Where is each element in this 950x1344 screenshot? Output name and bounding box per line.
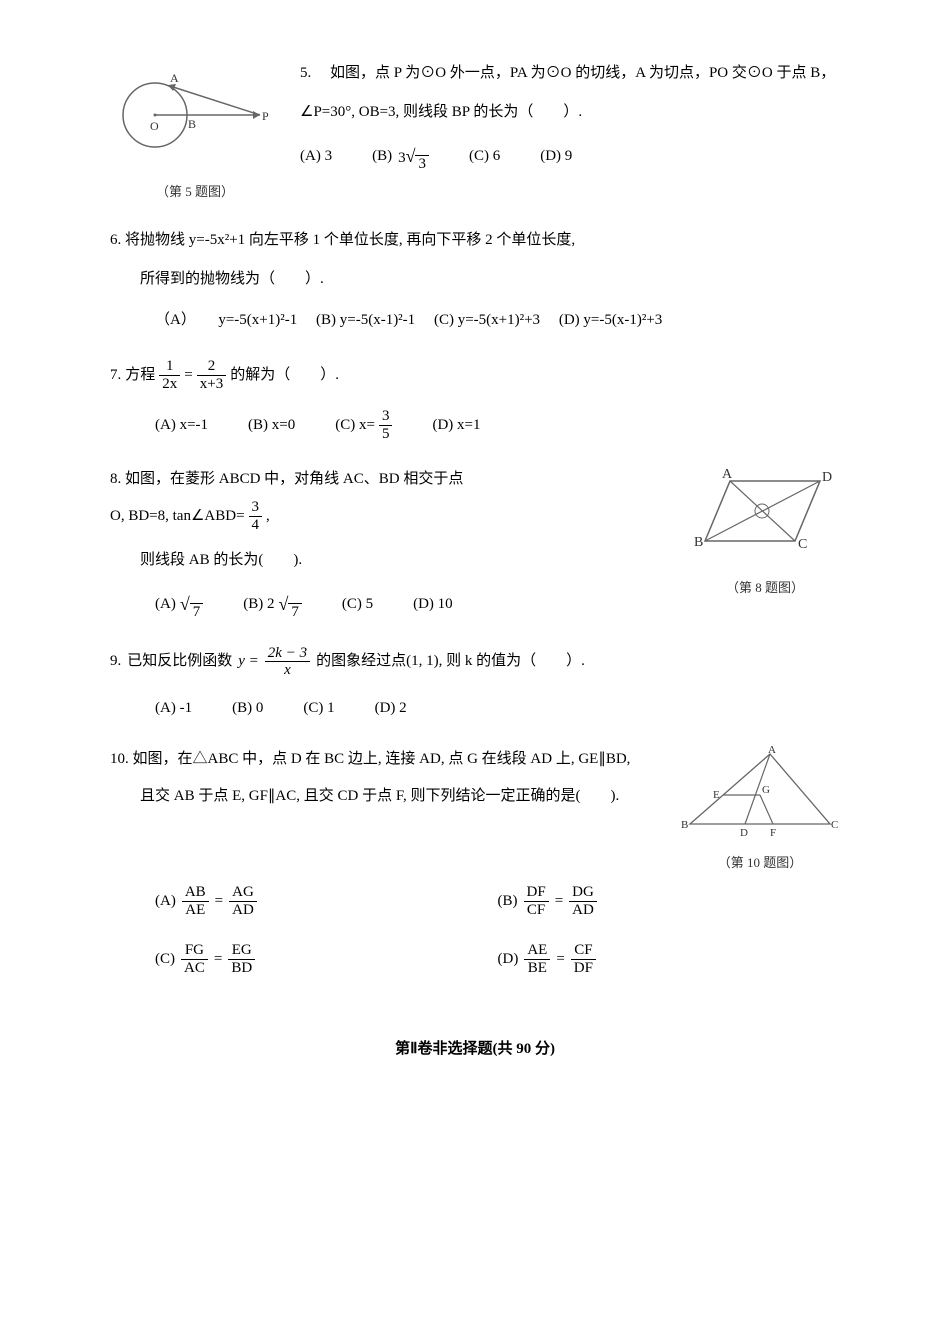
q5-opt-c: (C) 6 — [469, 143, 500, 170]
svg-text:F: F — [770, 827, 776, 839]
figure-8: A D B C （第 8 题图） — [690, 466, 840, 599]
figure-10: A B C D F E G （第 10 题图） — [680, 746, 840, 874]
question-10: 10. 如图，在△ABC 中，点 D 在 BC 边上, 连接 AD, 点 G 在… — [110, 746, 840, 976]
q8-text3: 则线段 AB 的长为( ). — [110, 547, 650, 574]
figure-10-caption: （第 10 题图） — [680, 851, 840, 874]
svg-text:C: C — [831, 819, 838, 831]
svg-text:C: C — [798, 537, 807, 552]
q7-frac1: 1 2x — [159, 358, 180, 392]
q6-opt-a: （A） y=-5(x+1)²-1 — [155, 312, 297, 328]
figure-8-caption: （第 8 题图） — [690, 576, 840, 599]
q5-text2: ∠P=30°, OB=3, 则线段 BP 的长为（ ）. — [300, 99, 840, 126]
q9-opt-a: (A) -1 — [155, 695, 192, 722]
svg-text:A: A — [170, 71, 179, 85]
q6-opt-d: (D) y=-5(x-1)²+3 — [559, 312, 662, 328]
q7-opt-d: (D) x=1 — [432, 412, 480, 439]
svg-text:D: D — [740, 827, 748, 839]
q6-opt-c: (C) y=-5(x+1)²+3 — [434, 312, 540, 328]
q9-suffix: 的图象经过点(1, 1), 则 k 的值为（ ）. — [316, 648, 585, 675]
q10-opt-a: (A) ABAE = AGAD — [155, 884, 498, 918]
q7-prefix: 方程 — [125, 362, 155, 389]
q8-opt-b: (B) 2 √7 — [243, 588, 302, 620]
q5-number: 5. — [300, 65, 311, 81]
q9-frac: 2k − 3 x — [265, 645, 310, 679]
q8-opt-d: (D) 10 — [413, 591, 453, 618]
svg-text:O: O — [150, 119, 159, 133]
svg-text:B: B — [681, 819, 688, 831]
q9-prefix: 已知反比例函数 — [127, 648, 232, 675]
q8-opt-a: (A) √7 — [155, 588, 203, 620]
q7-frac2: 2 x+3 — [197, 358, 226, 392]
svg-text:G: G — [762, 784, 770, 796]
svg-text:E: E — [713, 789, 720, 801]
q5-opt-d: (D) 9 — [540, 143, 572, 170]
q7-opt-a: (A) x=-1 — [155, 412, 208, 439]
q9-opt-b: (B) 0 — [232, 695, 263, 722]
q8-opt-c: (C) 5 — [342, 591, 373, 618]
figure-5: A O B P （第 5 题图） — [110, 60, 280, 203]
q8-number: 8. — [110, 471, 121, 487]
q6-number: 6. — [110, 232, 121, 248]
question-6: 6. 将抛物线 y=-5x²+1 向左平移 1 个单位长度, 再向下平移 2 个… — [110, 227, 840, 334]
svg-text:P: P — [262, 109, 269, 123]
question-8: 8. 如图，在菱形 ABCD 中，对角线 AC、BD 相交于点 O, BD=8,… — [110, 466, 840, 620]
svg-text:A: A — [768, 746, 776, 756]
svg-text:D: D — [822, 470, 832, 485]
q8-text1: 如图，在菱形 ABCD 中，对角线 AC、BD 相交于点 — [125, 471, 463, 487]
q10-opt-b: (B) DFCF = DGAD — [498, 884, 841, 918]
q9-opt-d: (D) 2 — [375, 695, 407, 722]
q5-opt-b: (B) 3√3 — [372, 140, 429, 172]
q8-text2a: O, BD=8, tan∠ABD= — [110, 503, 245, 530]
q10-opt-d: (D) AEBE = CFDF — [498, 942, 841, 976]
q5-text1: 如图，点 P 为⊙O 外一点，PA 为⊙O 的切线，A 为切点，PO 交⊙O 于… — [330, 65, 835, 81]
svg-text:B: B — [694, 535, 703, 550]
q7-suffix: 的解为（ ）. — [230, 362, 339, 389]
q7-opt-c: (C) x= 3 5 — [335, 408, 392, 442]
q6-opt-b: (B) y=-5(x-1)²-1 — [316, 312, 415, 328]
question-9: 9. 已知反比例函数 y = 2k − 3 x 的图象经过点(1, 1), 则 … — [110, 645, 840, 722]
q5-opt-a: (A) 3 — [300, 143, 332, 170]
svg-text:A: A — [722, 467, 733, 482]
figure-5-caption: （第 5 题图） — [110, 180, 280, 203]
q10-number: 10. — [110, 751, 129, 767]
q7-number: 7. — [110, 362, 121, 389]
q10-opt-c: (C) FGAC = EGBD — [155, 942, 498, 976]
q10-text2: 且交 AB 于点 E, GF∥AC, 且交 CD 于点 F, 则下列结论一定正确… — [110, 783, 650, 810]
section-2-title: 第Ⅱ卷非选择题(共 90 分) — [110, 1036, 840, 1063]
q10-text1: 如图，在△ABC 中，点 D 在 BC 边上, 连接 AD, 点 G 在线段 A… — [133, 751, 631, 767]
q6-text1: 将抛物线 y=-5x²+1 向左平移 1 个单位长度, 再向下平移 2 个单位长… — [125, 232, 575, 248]
q9-opt-c: (C) 1 — [303, 695, 334, 722]
question-7: 7. 方程 1 2x = 2 x+3 的解为（ ）. (A) x=-1 (B) … — [110, 358, 840, 442]
q9-number: 9. — [110, 648, 121, 675]
q7-opt-b: (B) x=0 — [248, 412, 295, 439]
q8-frac: 3 4 — [249, 499, 263, 533]
svg-text:B: B — [188, 117, 196, 131]
q6-text2: 所得到的抛物线为（ ）. — [110, 266, 840, 293]
question-5: A O B P （第 5 题图） 5. 如图，点 P 为⊙O 外一点，PA 为⊙… — [110, 60, 840, 203]
